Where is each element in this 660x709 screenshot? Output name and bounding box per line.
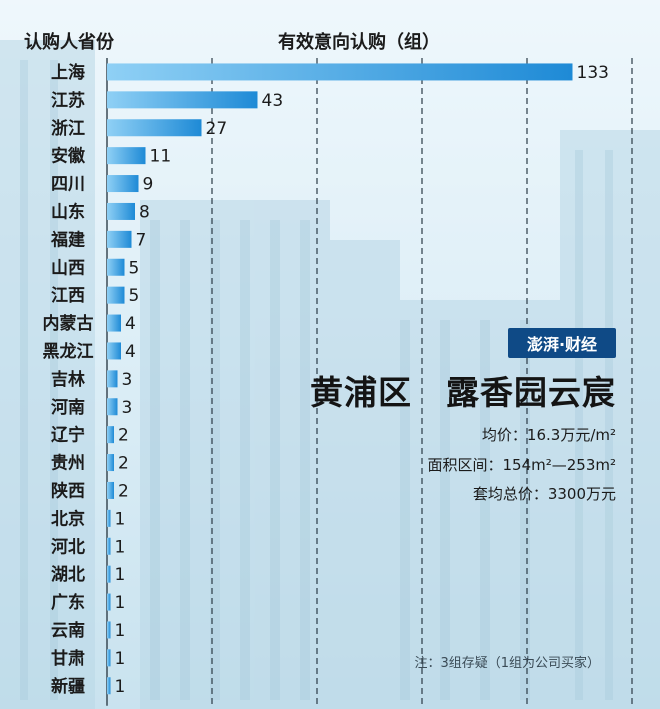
bar [107, 175, 139, 193]
category-label: 云南 [51, 620, 85, 641]
category-label: 福建 [50, 229, 85, 250]
data-label: 2 [118, 454, 129, 474]
bar [107, 258, 125, 276]
x-axis-title: 有效意向认购（组） [278, 32, 440, 53]
bar [107, 677, 111, 695]
category-label: 黑龙江 [43, 341, 94, 362]
bar [107, 481, 114, 499]
bar [107, 147, 146, 165]
bar [107, 119, 202, 137]
category-label: 安徽 [51, 146, 86, 167]
category-label: 新疆 [51, 676, 85, 697]
category-label: 四川 [51, 175, 85, 195]
category-label: 广东 [51, 592, 85, 613]
data-label: 1 [115, 677, 126, 697]
category-label: 内蒙古 [43, 313, 94, 334]
bar [107, 370, 118, 388]
data-label: 43 [262, 91, 284, 111]
data-label: 27 [206, 119, 228, 139]
bar [107, 621, 111, 639]
category-label: 浙江 [51, 118, 85, 139]
bar [107, 454, 114, 472]
data-label: 1 [115, 621, 126, 641]
category-label: 北京 [51, 508, 85, 529]
data-label: 2 [118, 481, 129, 501]
category-label: 河北 [51, 537, 85, 557]
bar [107, 426, 114, 444]
data-label: 1 [115, 509, 126, 529]
bar [107, 565, 111, 583]
bar [107, 342, 121, 360]
category-label: 辽宁 [51, 425, 85, 446]
data-label: 4 [125, 342, 136, 362]
category-label: 江西 [51, 286, 85, 306]
data-label: 1 [115, 593, 126, 613]
avg-price-text: 均价：16.3万元/m² [481, 426, 616, 444]
category-label: 甘肃 [51, 648, 85, 669]
bar [107, 63, 573, 81]
category-label: 上海 [51, 62, 85, 83]
data-label: 9 [143, 175, 154, 195]
data-label: 5 [129, 258, 140, 278]
category-label: 江苏 [51, 90, 85, 111]
area-range-text: 面积区间：154m²—253m² [427, 456, 616, 474]
bar [107, 509, 111, 527]
footnote: 注：3组存疑（1组为公司买家） [414, 656, 600, 671]
data-label: 3 [122, 370, 133, 390]
data-label: 5 [129, 286, 140, 306]
project-title: 黄浦区 露香园云宸 [310, 373, 616, 412]
data-label: 4 [125, 314, 136, 334]
bar [107, 202, 135, 220]
y-axis-title: 认购人省份 [24, 32, 114, 53]
data-label: 2 [118, 426, 129, 446]
bar [107, 91, 258, 109]
data-label: 133 [577, 63, 609, 83]
data-label: 1 [115, 565, 126, 585]
bar [107, 398, 118, 416]
category-label: 吉林 [51, 369, 85, 390]
bar [107, 286, 125, 304]
category-label: 山西 [51, 258, 85, 278]
bar [107, 230, 132, 248]
category-label: 贵州 [51, 453, 85, 474]
data-label: 3 [122, 398, 133, 418]
data-label: 1 [115, 537, 126, 557]
data-label: 11 [150, 147, 172, 167]
category-label: 河南 [51, 397, 85, 418]
bar [107, 649, 111, 667]
bar [107, 537, 111, 555]
data-label: 1 [115, 649, 126, 669]
source-logo-badge: 澎湃·财经 [508, 328, 616, 358]
category-label: 湖北 [51, 565, 85, 585]
data-label: 8 [139, 202, 150, 222]
bar [107, 593, 111, 611]
category-label: 山东 [51, 201, 85, 222]
total-price-text: 套均总价：3300万元 [472, 485, 616, 503]
data-label: 7 [136, 230, 147, 250]
bar [107, 314, 121, 332]
category-label: 陕西 [51, 480, 85, 501]
